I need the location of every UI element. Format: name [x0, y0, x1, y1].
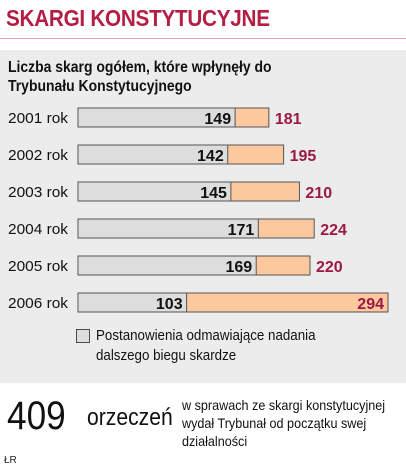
- refused-bar: [77, 144, 229, 165]
- refused-value-label: 145: [200, 185, 227, 202]
- refused-bar: [77, 292, 188, 313]
- title-divider: [0, 38, 406, 39]
- total-value-label: 294: [357, 296, 384, 313]
- chart-panel: Liczba skarg ogółem, które wpłynęły do T…: [0, 50, 406, 383]
- refused-bar: [77, 218, 259, 239]
- total-value-label: 210: [305, 185, 332, 202]
- footer: 409 orzeczeń w sprawach ze skargi konsty…: [0, 388, 406, 472]
- chart-subtitle: Liczba skarg ogółem, które wpłynęły do T…: [8, 59, 272, 95]
- legend-swatch: [76, 329, 90, 343]
- refused-value-label: 171: [228, 222, 255, 239]
- refused-bar: [77, 107, 236, 128]
- chart-title: SKARGI KONSTYTUCYJNE: [6, 5, 270, 31]
- category-label: 2002 rok: [8, 147, 69, 164]
- category-label: 2003 rok: [8, 184, 69, 201]
- bar-chart: 2001 rok 149 181 2002 rok 142 195 2003 rok 145 2…: [8, 107, 389, 313]
- total-value-label: 181: [275, 111, 302, 128]
- category-label: 2001 rok: [8, 110, 69, 127]
- rulings-count: 409: [7, 394, 66, 438]
- refused-value-label: 149: [204, 111, 231, 128]
- category-label: 2004 rok: [8, 221, 69, 238]
- total-value-label: 195: [290, 148, 317, 165]
- refused-bar: [77, 181, 232, 202]
- category-label: 2005 rok: [8, 258, 69, 275]
- total-value-label: 224: [320, 222, 347, 239]
- refused-value-label: 142: [197, 148, 224, 165]
- rulings-unit: orzeczeń: [87, 404, 173, 431]
- rulings-description: w sprawach ze skargi konstytucyjnej wyda…: [182, 397, 386, 449]
- author-credit: ŁR: [4, 455, 17, 466]
- refused-value-label: 103: [156, 296, 183, 313]
- refused-value-label: 169: [225, 259, 252, 276]
- legend-label: Postanowienia odmawiające nadania dalsze…: [96, 328, 316, 364]
- total-value-label: 220: [316, 259, 343, 276]
- refused-bar: [77, 255, 257, 276]
- category-label: 2006 rok: [8, 295, 69, 312]
